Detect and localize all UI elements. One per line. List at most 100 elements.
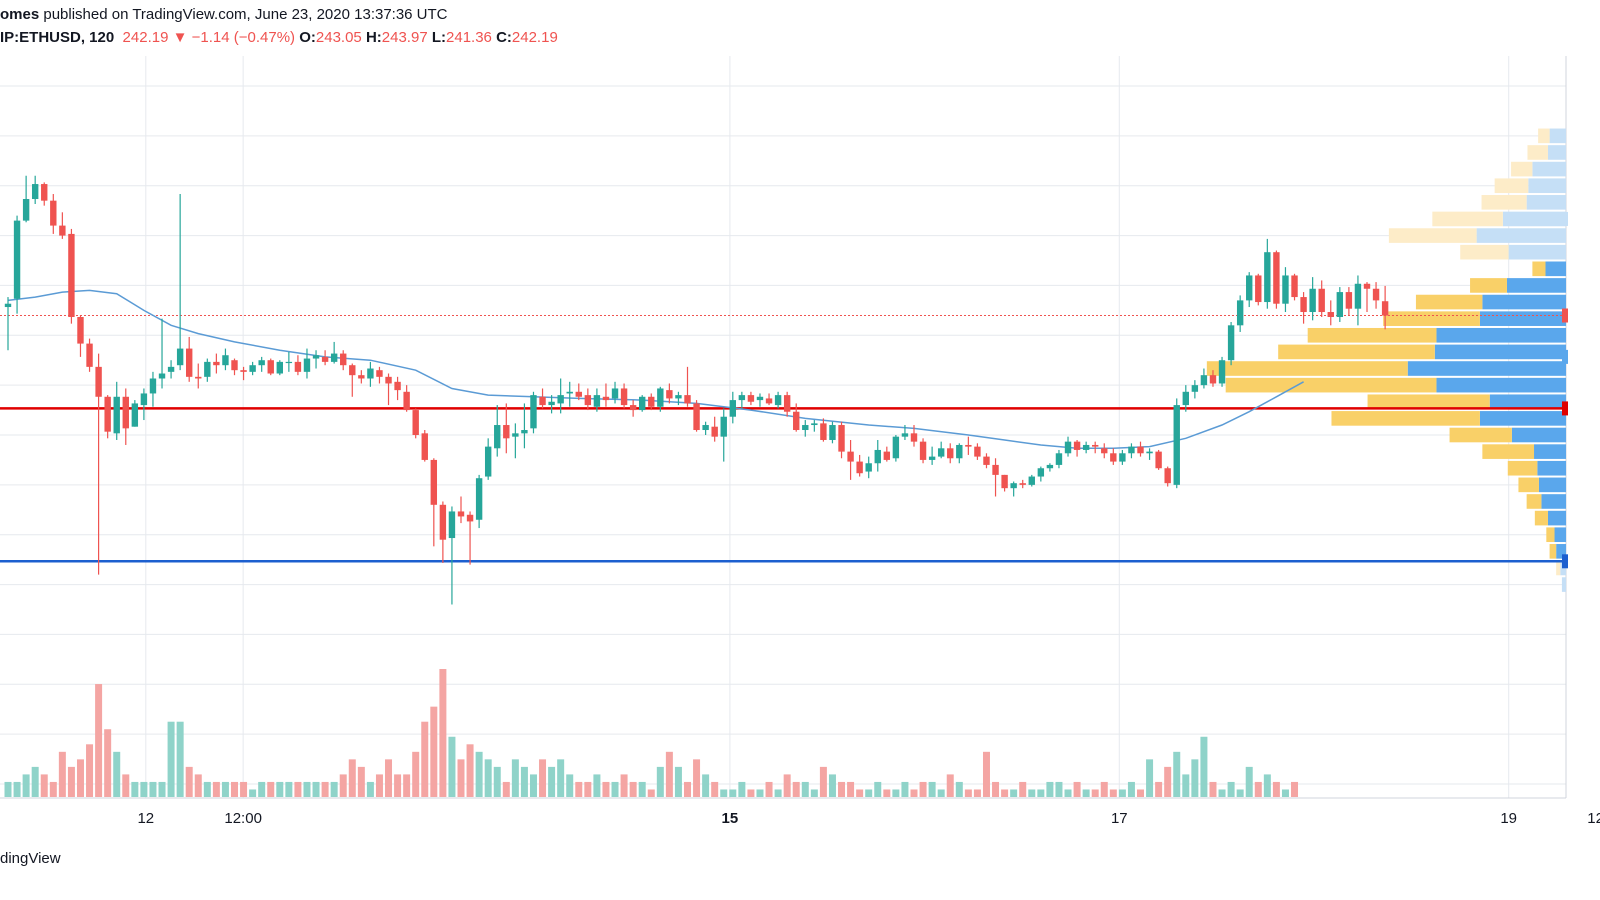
candle-body bbox=[720, 416, 727, 437]
candle-body bbox=[412, 410, 419, 435]
candle-body bbox=[865, 463, 872, 472]
price-levels bbox=[0, 315, 1566, 563]
candle-body bbox=[901, 433, 909, 437]
volume-bar bbox=[1064, 789, 1072, 797]
volume-bar bbox=[1218, 789, 1226, 797]
candle-body bbox=[349, 365, 356, 376]
price-marker bbox=[1562, 349, 1568, 364]
candle-body bbox=[1082, 444, 1090, 450]
volume-profile-up bbox=[1532, 161, 1566, 177]
candle-body bbox=[59, 225, 66, 236]
last-price: 242.19 bbox=[122, 29, 169, 46]
volume-bar bbox=[240, 781, 248, 797]
candle-body bbox=[95, 366, 102, 397]
volume-profile-down bbox=[1307, 327, 1437, 343]
candle-body bbox=[231, 360, 238, 371]
candle-body bbox=[149, 378, 157, 394]
volume-bar bbox=[448, 736, 456, 797]
candle-body bbox=[1064, 441, 1072, 454]
volume-bar bbox=[702, 774, 710, 797]
volume-bar bbox=[231, 781, 238, 797]
volume-profile-down bbox=[1527, 145, 1548, 160]
volume-profile-up bbox=[1534, 444, 1566, 459]
candle-body bbox=[1354, 283, 1362, 309]
candle-body bbox=[113, 396, 120, 434]
volume-bar bbox=[901, 781, 909, 797]
volume-profile-down bbox=[1532, 261, 1546, 277]
moving-average bbox=[7, 289, 1304, 450]
candle-body bbox=[847, 451, 854, 462]
candle-body bbox=[439, 504, 447, 540]
volume-profile-up bbox=[1489, 394, 1566, 410]
candle-body bbox=[820, 423, 827, 440]
volume-profile-up bbox=[1502, 211, 1566, 227]
candle-body bbox=[711, 426, 718, 437]
author-name[interactable]: omes bbox=[0, 6, 40, 23]
candle-body bbox=[666, 390, 673, 399]
candles bbox=[4, 175, 1389, 605]
candle-body bbox=[358, 375, 365, 379]
volume-bar bbox=[910, 789, 918, 797]
volume-bar bbox=[484, 759, 492, 797]
volume-bar bbox=[203, 781, 211, 797]
candle-body bbox=[521, 430, 528, 434]
candle-body bbox=[1001, 474, 1008, 489]
volume-bar bbox=[131, 781, 139, 797]
volume-bar bbox=[122, 774, 130, 797]
candle-body bbox=[1363, 283, 1371, 289]
candle-body bbox=[176, 348, 184, 366]
volume-bar bbox=[330, 781, 338, 797]
candle-body bbox=[204, 361, 211, 377]
volume-bar bbox=[1127, 781, 1135, 797]
candle-body bbox=[1101, 448, 1108, 454]
candle-body bbox=[992, 464, 999, 475]
volume-bar bbox=[1281, 789, 1289, 797]
volume-bar bbox=[729, 789, 737, 797]
volume-bar bbox=[756, 789, 764, 797]
volume-profile-down bbox=[1481, 195, 1527, 210]
volume-profile-up bbox=[1538, 477, 1566, 493]
candle-body bbox=[611, 388, 619, 399]
candle-body bbox=[1010, 483, 1017, 489]
volume-bar bbox=[276, 781, 284, 797]
candle-body bbox=[928, 456, 936, 460]
volume-profile-down bbox=[1494, 178, 1529, 194]
candle-body bbox=[31, 184, 39, 200]
volume-bar bbox=[339, 774, 347, 797]
volume-bar bbox=[149, 781, 157, 797]
volume-bar bbox=[548, 766, 556, 797]
candle-body bbox=[1309, 288, 1316, 313]
volume-profile-up bbox=[1482, 294, 1566, 310]
volume-profile-down bbox=[1225, 377, 1437, 393]
low-value: 241.36 bbox=[446, 29, 492, 46]
candle-body bbox=[330, 353, 338, 362]
volume-bar bbox=[1191, 759, 1199, 797]
volume-profile-down bbox=[1432, 211, 1503, 227]
candle-body bbox=[4, 303, 12, 308]
symbol-label[interactable]: IP:ETHUSD, 120 bbox=[0, 29, 115, 46]
volume-bar bbox=[1001, 789, 1009, 797]
brand-label[interactable]: dingView bbox=[0, 850, 61, 867]
volume-profile-down bbox=[1383, 311, 1480, 326]
candle-body bbox=[303, 358, 311, 372]
volume-bar bbox=[1146, 759, 1154, 797]
candle-body bbox=[1173, 405, 1180, 485]
volume-bar bbox=[1073, 781, 1081, 797]
candle-body bbox=[910, 433, 918, 442]
volume-bar bbox=[375, 774, 383, 797]
volume-bar bbox=[140, 781, 148, 797]
candle-body bbox=[1318, 288, 1325, 313]
volume-bar bbox=[819, 766, 827, 797]
volume-profile-up bbox=[1476, 228, 1566, 243]
candle-body bbox=[1037, 468, 1045, 477]
volume-bar bbox=[1028, 789, 1036, 797]
chart-header: omes published on TradingView.com, June … bbox=[0, 0, 1600, 56]
volume-bar bbox=[40, 774, 48, 797]
volume-bar bbox=[520, 766, 528, 797]
candle-body bbox=[883, 451, 891, 460]
volume-bar bbox=[294, 781, 302, 797]
candle-body bbox=[602, 396, 610, 401]
volume-profile bbox=[1206, 128, 1566, 592]
candle-body bbox=[1300, 297, 1307, 313]
